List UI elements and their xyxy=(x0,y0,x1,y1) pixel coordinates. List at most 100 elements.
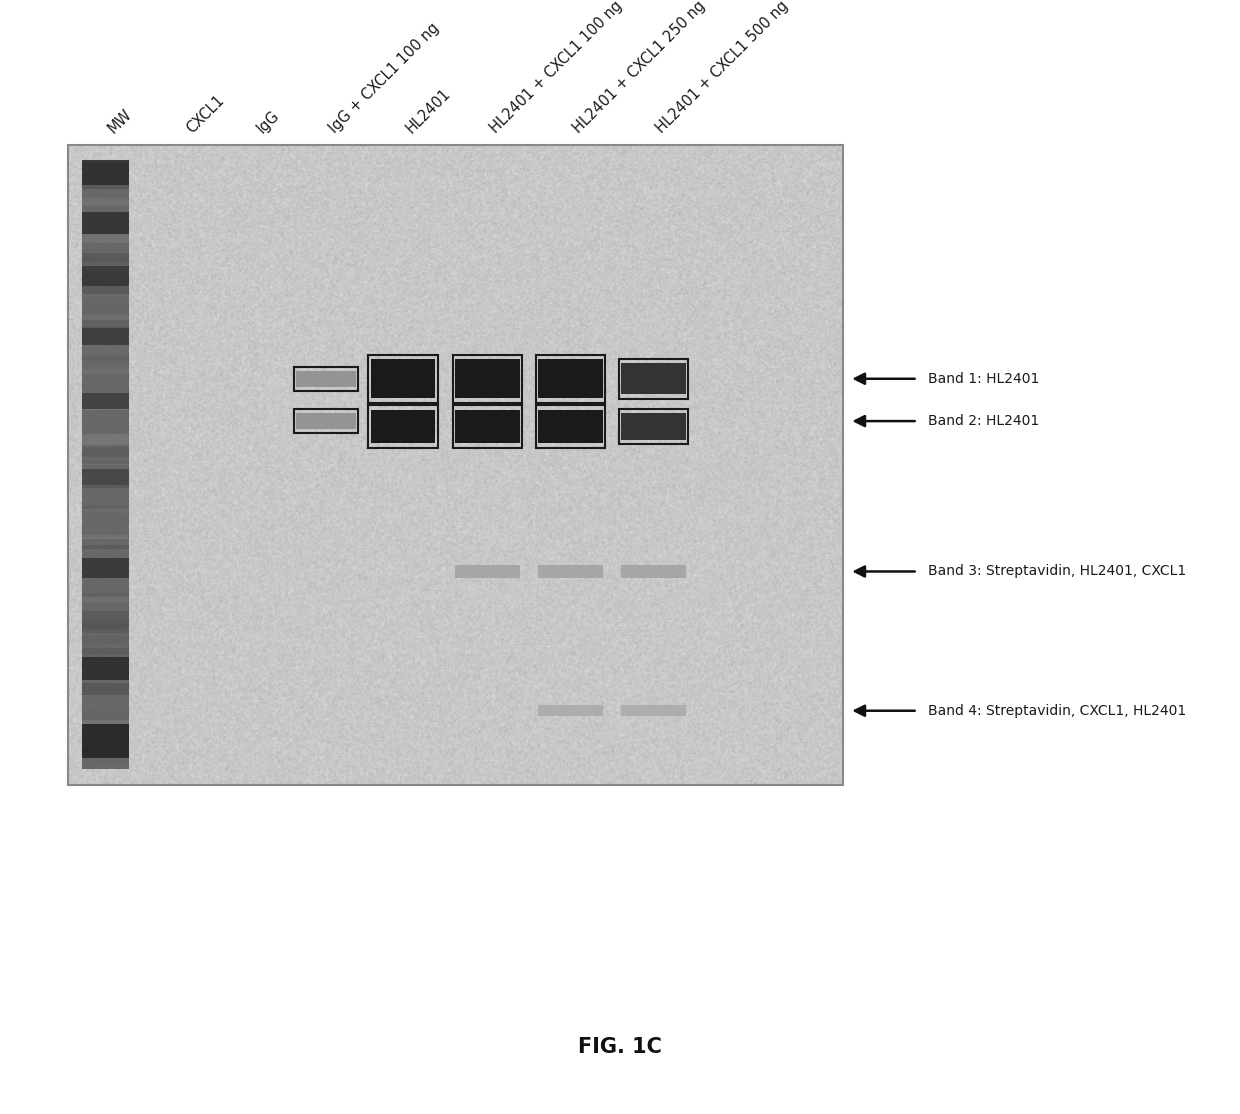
Bar xyxy=(82,509,129,517)
Bar xyxy=(82,749,129,754)
Text: IgG + CXCL1 100 ng: IgG + CXCL1 100 ng xyxy=(326,20,441,136)
Bar xyxy=(82,469,129,485)
Bar xyxy=(82,505,129,509)
Bar xyxy=(455,410,520,443)
Bar xyxy=(82,618,129,628)
Bar xyxy=(82,619,129,627)
Bar xyxy=(82,648,129,655)
Bar xyxy=(453,354,522,402)
Bar xyxy=(82,756,129,764)
Bar xyxy=(82,282,129,294)
Bar xyxy=(82,266,129,286)
Bar xyxy=(82,558,129,578)
Bar xyxy=(82,683,129,695)
Bar xyxy=(82,364,129,369)
Bar xyxy=(538,705,603,716)
Bar xyxy=(82,593,129,602)
Text: HL2401 + CXCL1 100 ng: HL2401 + CXCL1 100 ng xyxy=(487,0,625,136)
Text: Band 1: HL2401: Band 1: HL2401 xyxy=(928,372,1039,385)
Bar xyxy=(82,565,129,571)
Bar xyxy=(82,469,129,473)
Bar xyxy=(538,565,603,578)
Bar xyxy=(82,545,129,549)
Bar xyxy=(82,448,129,457)
Bar xyxy=(82,315,129,326)
Bar xyxy=(82,724,129,758)
Text: Band 4: Streptavidin, CXCL1, HL2401: Band 4: Streptavidin, CXCL1, HL2401 xyxy=(928,704,1185,717)
Bar xyxy=(82,324,129,332)
Bar xyxy=(82,402,129,407)
Bar xyxy=(621,705,686,716)
Bar xyxy=(82,395,129,402)
Bar xyxy=(371,410,435,443)
Bar xyxy=(82,186,129,192)
Bar xyxy=(82,636,129,644)
Bar xyxy=(82,212,129,217)
Bar xyxy=(82,257,129,266)
Bar xyxy=(82,212,129,234)
Bar xyxy=(82,320,129,332)
Bar xyxy=(455,565,520,578)
Bar xyxy=(82,362,129,370)
Bar xyxy=(82,470,129,482)
Bar xyxy=(82,178,129,188)
Bar xyxy=(82,534,129,537)
Bar xyxy=(82,472,129,479)
Bar xyxy=(82,267,129,275)
Bar xyxy=(82,170,129,183)
Bar xyxy=(82,276,129,285)
Bar xyxy=(82,746,129,754)
Text: HL2401 + CXCL1 500 ng: HL2401 + CXCL1 500 ng xyxy=(653,0,791,136)
Bar xyxy=(82,711,129,722)
Bar xyxy=(296,371,356,387)
Bar xyxy=(371,359,435,398)
Bar xyxy=(82,233,129,243)
Bar xyxy=(538,410,603,443)
Bar xyxy=(621,565,686,578)
Bar xyxy=(536,354,605,402)
Bar xyxy=(82,665,129,668)
Bar xyxy=(82,451,129,465)
Bar xyxy=(82,165,129,177)
Bar xyxy=(82,316,129,330)
Bar xyxy=(82,356,129,360)
Bar xyxy=(82,330,129,338)
Bar xyxy=(538,359,603,398)
Bar xyxy=(82,571,129,582)
Bar xyxy=(82,648,129,659)
Bar xyxy=(82,434,129,446)
Bar xyxy=(294,409,358,433)
Bar xyxy=(82,392,129,409)
Bar xyxy=(82,328,129,345)
Bar xyxy=(82,262,129,266)
Bar xyxy=(536,405,605,448)
Bar xyxy=(82,253,129,265)
Bar xyxy=(82,295,129,302)
Text: Band 3: Streptavidin, HL2401, CXCL1: Band 3: Streptavidin, HL2401, CXCL1 xyxy=(928,565,1185,578)
Bar xyxy=(82,480,129,488)
Bar xyxy=(82,510,129,515)
Bar xyxy=(621,413,686,440)
Bar xyxy=(82,160,129,185)
Bar xyxy=(453,405,522,448)
Bar xyxy=(82,274,129,278)
Bar xyxy=(619,359,688,399)
Bar xyxy=(82,574,129,582)
Bar xyxy=(82,231,129,237)
Text: IgG: IgG xyxy=(254,108,283,136)
Bar xyxy=(82,726,129,735)
Bar xyxy=(68,145,843,785)
Bar xyxy=(82,534,129,539)
Bar xyxy=(82,438,129,443)
Text: FIG. 1C: FIG. 1C xyxy=(578,1037,662,1057)
Text: HL2401: HL2401 xyxy=(403,86,454,136)
Bar xyxy=(82,666,129,672)
Bar xyxy=(82,618,129,622)
Bar xyxy=(82,657,129,680)
Bar xyxy=(82,303,129,313)
Bar xyxy=(82,460,129,465)
Bar xyxy=(82,284,129,296)
Text: MW: MW xyxy=(105,106,135,136)
Bar xyxy=(82,198,129,206)
Bar xyxy=(368,354,438,402)
